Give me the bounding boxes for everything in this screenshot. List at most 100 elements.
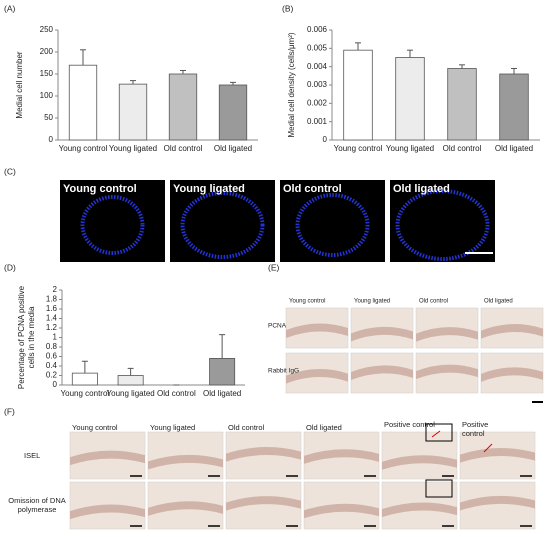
column-label: Young ligated (354, 299, 390, 305)
y-tick-label: 0.006 (307, 25, 328, 34)
nuclei-ring (295, 193, 370, 257)
row-label: Omission of DNA polymerase (8, 496, 66, 514)
y-axis-label: cells in the media (27, 306, 36, 368)
image-label: Old control (283, 183, 342, 195)
column-label: Old control (419, 299, 448, 305)
tissue-band (460, 495, 535, 511)
tissue-band (382, 455, 457, 470)
tissue-band (148, 501, 223, 516)
y-axis-label: Percentage of PCNA positive (17, 285, 26, 389)
x-tick-label: Old control (443, 144, 482, 153)
y-tick-label: 0.001 (307, 117, 328, 126)
tissue-band (70, 450, 145, 466)
fluorescence-image (170, 180, 275, 262)
y-tick-label: 0.4 (46, 361, 58, 370)
bar (209, 357, 236, 386)
x-tick-label: Young control (61, 389, 110, 398)
y-tick-label: 1.6 (46, 304, 58, 313)
y-tick-label: 0.004 (307, 62, 328, 71)
bar (218, 84, 248, 141)
x-tick-label: Young control (59, 144, 108, 153)
y-tick-label: 0 (53, 380, 58, 389)
bar (117, 375, 144, 386)
panel-label: (E) (268, 262, 280, 272)
y-tick-label: 150 (40, 69, 54, 78)
tissue-band (304, 449, 379, 464)
y-tick-label: 1.4 (46, 314, 58, 323)
y-tick-label: 0.2 (46, 371, 58, 380)
image-label: Old ligated (393, 183, 450, 195)
tissue-band (382, 502, 457, 518)
panel-label: (D) (4, 262, 16, 272)
y-tick-label: 0 (49, 135, 54, 144)
nuclei-ring (180, 191, 265, 259)
panel-label: (C) (4, 166, 16, 176)
tissue-band (70, 504, 145, 520)
bar (168, 73, 198, 141)
y-tick-label: 100 (40, 91, 54, 100)
x-tick-label: Old control (164, 144, 203, 153)
y-tick-label: 1.8 (46, 295, 58, 304)
x-tick-label: Old ligated (203, 389, 241, 398)
y-tick-label: 50 (44, 113, 53, 122)
arrow (483, 443, 493, 453)
y-axis-label: Medial cell number (15, 51, 24, 118)
y-tick-label: 2 (53, 285, 58, 294)
y-tick-label: 200 (40, 47, 54, 56)
arrow (431, 430, 441, 438)
column-label: Old ligated (484, 299, 513, 305)
row-label: PCNA (268, 323, 287, 330)
tissue-band (226, 496, 301, 511)
tissue-band (481, 324, 543, 339)
y-tick-label: 1.2 (46, 323, 58, 332)
panel-label: (B) (282, 3, 294, 13)
tissue-band (148, 454, 223, 470)
row-label: Rabbit IgG (268, 368, 299, 375)
x-tick-label: Young ligated (107, 389, 155, 398)
bar (68, 64, 98, 141)
panel-label: (A) (4, 3, 16, 13)
row-label: ISEL (24, 451, 41, 460)
image-label: Young control (63, 183, 137, 195)
bar (71, 372, 98, 386)
bar (343, 49, 373, 141)
column-label: Young control (72, 423, 118, 432)
y-tick-label: 0.8 (46, 342, 58, 351)
tissue-band (416, 327, 478, 342)
x-tick-label: Old ligated (214, 144, 252, 153)
tissue-band (460, 448, 535, 463)
image-label: Young ligated (173, 183, 245, 195)
bar (118, 83, 148, 141)
x-tick-label: Old control (157, 389, 196, 398)
y-tick-label: 0 (323, 135, 328, 144)
bar (499, 73, 529, 141)
bar (447, 68, 477, 141)
inset-box (425, 423, 453, 442)
nuclei-ring (395, 189, 490, 261)
column-label: Positive control (462, 420, 489, 438)
tissue-band (481, 367, 543, 382)
column-label: Positive control (384, 420, 435, 429)
inset-box (425, 479, 453, 498)
tissue-band (351, 365, 413, 380)
tissue-band (351, 326, 413, 342)
panel-label: (F) (4, 406, 15, 416)
column-label: Old ligated (306, 423, 342, 432)
x-tick-label: Young control (334, 144, 383, 153)
fluorescence-image (60, 180, 165, 262)
tissue-band (286, 323, 348, 338)
y-tick-label: 0.002 (307, 98, 328, 107)
tissue-band (416, 364, 478, 380)
tissue-band (304, 503, 379, 519)
y-tick-label: 0.005 (307, 43, 328, 52)
y-tick-label: 250 (40, 25, 54, 34)
column-label: Young ligated (150, 423, 196, 432)
tissue-band (286, 369, 348, 384)
nuclei-ring (80, 195, 145, 255)
x-tick-label: Young ligated (386, 144, 434, 153)
fluorescence-image (390, 180, 495, 262)
tissue-band (226, 447, 301, 462)
y-axis-label: Medial cell density (cells/μm²) (287, 32, 296, 137)
